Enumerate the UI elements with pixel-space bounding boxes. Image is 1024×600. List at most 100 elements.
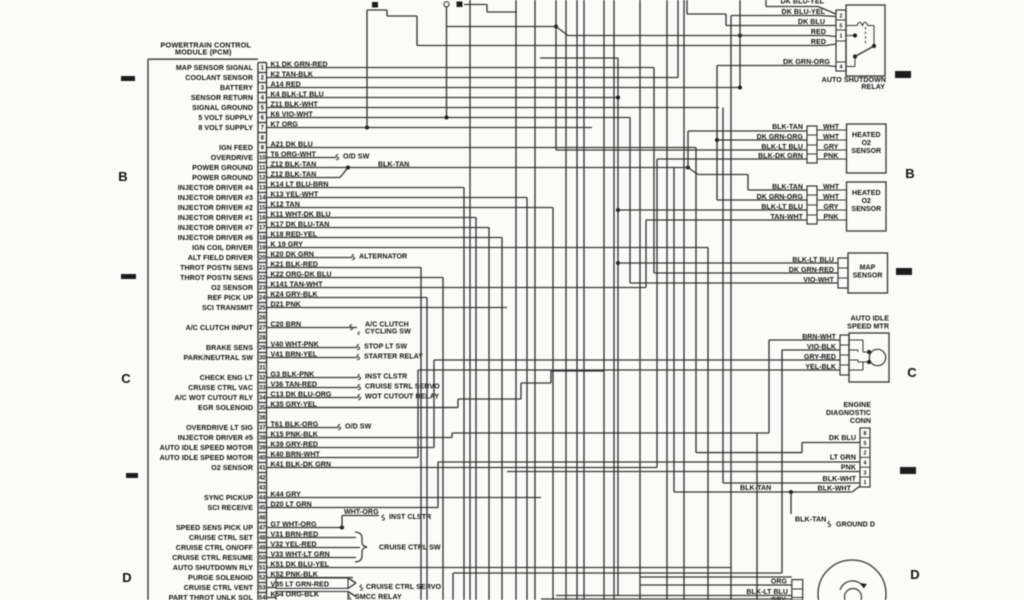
svg-text:44: 44 bbox=[259, 496, 266, 502]
svg-text:STOP LT SW: STOP LT SW bbox=[364, 343, 407, 351]
svg-text:BRN-WHT: BRN-WHT bbox=[802, 334, 836, 341]
svg-text:O2: O2 bbox=[862, 198, 871, 205]
svg-text:9: 9 bbox=[261, 146, 265, 152]
svg-text:RED: RED bbox=[811, 28, 826, 36]
svg-text:53: 53 bbox=[259, 586, 266, 592]
svg-text:DK GRN-ORG: DK GRN-ORG bbox=[783, 58, 830, 66]
svg-text:14: 14 bbox=[259, 196, 266, 202]
svg-text:39: 39 bbox=[259, 446, 266, 452]
svg-text:Z12 BLK-TAN: Z12 BLK-TAN bbox=[271, 160, 317, 168]
svg-text:4: 4 bbox=[261, 96, 265, 102]
svg-text:43: 43 bbox=[259, 486, 266, 492]
svg-text:AUTO SHUTDOWN RLY: AUTO SHUTDOWN RLY bbox=[173, 564, 253, 572]
svg-text:K24 GRY-BLK: K24 GRY-BLK bbox=[271, 290, 319, 298]
svg-text:Z12 BLK-TAN: Z12 BLK-TAN bbox=[271, 170, 317, 178]
svg-text:AUTO IDLE SPEED MOTOR: AUTO IDLE SPEED MOTOR bbox=[160, 444, 253, 452]
svg-text:O/D SW: O/D SW bbox=[345, 423, 372, 431]
svg-text:BLK-TAN: BLK-TAN bbox=[740, 484, 771, 492]
svg-text:2: 2 bbox=[261, 76, 265, 82]
svg-text:20: 20 bbox=[259, 256, 266, 262]
svg-text:DIAGNOSTIC: DIAGNOSTIC bbox=[826, 409, 871, 417]
svg-text:51: 51 bbox=[259, 566, 266, 572]
svg-text:SIGNAL GROUND: SIGNAL GROUND bbox=[192, 104, 253, 112]
svg-text:CRUISE CTRL SERVO: CRUISE CTRL SERVO bbox=[366, 583, 442, 591]
svg-text:DK GRN-ORG: DK GRN-ORG bbox=[757, 194, 804, 201]
svg-text:10: 10 bbox=[259, 156, 266, 162]
svg-text:INJECTOR DRIVER #3: INJECTOR DRIVER #3 bbox=[178, 194, 253, 202]
svg-text:BLK-WHT: BLK-WHT bbox=[823, 475, 857, 483]
svg-text:BLK-LT BLU: BLK-LT BLU bbox=[761, 204, 803, 211]
svg-text:K141 TAN-WHT: K141 TAN-WHT bbox=[271, 280, 324, 288]
svg-text:WHT: WHT bbox=[823, 184, 840, 191]
svg-text:K41 BLK-DK GRN: K41 BLK-DK GRN bbox=[271, 460, 332, 468]
svg-text:K40 BRN-WHT: K40 BRN-WHT bbox=[271, 450, 321, 458]
svg-text:SPEED SENS PICK UP: SPEED SENS PICK UP bbox=[176, 524, 253, 532]
svg-text:SENSOR RETURN: SENSOR RETURN bbox=[191, 94, 253, 102]
svg-text:A/C CLUTCH: A/C CLUTCH bbox=[365, 321, 409, 329]
svg-text:CRUISE STRL SERVO: CRUISE STRL SERVO bbox=[365, 383, 440, 391]
svg-text:AUTO IDLE: AUTO IDLE bbox=[850, 315, 889, 323]
svg-text:28: 28 bbox=[259, 336, 266, 342]
svg-text:INJECTOR DRIVER #7: INJECTOR DRIVER #7 bbox=[178, 224, 253, 232]
svg-text:K21 BLK-RED: K21 BLK-RED bbox=[271, 260, 318, 268]
svg-text:V32 YEL-RED: V32 YEL-RED bbox=[271, 540, 317, 548]
svg-text:K20 DK GRN: K20 DK GRN bbox=[271, 250, 314, 258]
svg-text:THROT POSTN SENS: THROT POSTN SENS bbox=[180, 264, 253, 272]
svg-text:OVERDRIVE: OVERDRIVE bbox=[211, 154, 253, 162]
svg-text:K13 YEL-WHT: K13 YEL-WHT bbox=[271, 190, 319, 198]
svg-text:K7 ORG: K7 ORG bbox=[271, 120, 299, 128]
svg-text:C13 DK BLU-ORG: C13 DK BLU-ORG bbox=[271, 390, 332, 398]
svg-text:33: 33 bbox=[259, 386, 266, 392]
svg-text:WHT-ORG: WHT-ORG bbox=[344, 508, 379, 516]
svg-text:PNK: PNK bbox=[824, 214, 839, 221]
svg-text:BLK-TAN: BLK-TAN bbox=[795, 516, 826, 524]
svg-text:CRUISE CTRL RESUME: CRUISE CTRL RESUME bbox=[172, 554, 253, 562]
svg-text:30: 30 bbox=[259, 356, 266, 362]
svg-text:V41 BRN-YEL: V41 BRN-YEL bbox=[271, 350, 318, 358]
svg-text:O/D SW: O/D SW bbox=[343, 153, 370, 161]
svg-text:A14 RED: A14 RED bbox=[271, 80, 301, 88]
svg-text:Z11 BLK-WHT: Z11 BLK-WHT bbox=[271, 100, 319, 108]
svg-text:VIO-WHT: VIO-WHT bbox=[803, 277, 834, 284]
svg-text:8: 8 bbox=[261, 136, 265, 142]
svg-text:CRUISE CTRL SET: CRUISE CTRL SET bbox=[189, 534, 254, 542]
svg-text:5: 5 bbox=[840, 24, 843, 30]
svg-text:K4 BLK-LT BLU: K4 BLK-LT BLU bbox=[271, 90, 324, 98]
svg-text:O2 SENSOR: O2 SENSOR bbox=[211, 464, 253, 472]
svg-text:46: 46 bbox=[259, 516, 266, 522]
svg-text:7: 7 bbox=[261, 126, 265, 132]
svg-text:PARK/NEUTRAL SW: PARK/NEUTRAL SW bbox=[184, 354, 254, 362]
svg-text:C: C bbox=[907, 365, 917, 380]
svg-text:K15 PNK-BLK: K15 PNK-BLK bbox=[271, 430, 319, 438]
svg-text:K22 ORG-DK BLU: K22 ORG-DK BLU bbox=[271, 270, 332, 278]
svg-text:A/C CLUTCH INPUT: A/C CLUTCH INPUT bbox=[186, 324, 254, 332]
svg-text:K52 PNK-BLK: K52 PNK-BLK bbox=[271, 570, 319, 578]
svg-text:LT GRN: LT GRN bbox=[830, 454, 856, 462]
svg-text:VIO-BLK: VIO-BLK bbox=[807, 344, 836, 351]
svg-text:5: 5 bbox=[864, 441, 867, 447]
svg-text:V33 WHT-LT GRN: V33 WHT-LT GRN bbox=[271, 550, 330, 558]
svg-text:D20 LT GRN: D20 LT GRN bbox=[271, 500, 312, 508]
svg-text:3: 3 bbox=[864, 470, 867, 476]
svg-text:45: 45 bbox=[259, 506, 266, 512]
svg-text:8 VOLT SUPPLY: 8 VOLT SUPPLY bbox=[198, 124, 253, 132]
svg-text:K11 WHT-DK BLU: K11 WHT-DK BLU bbox=[271, 210, 331, 218]
svg-text:COOLANT SENSOR: COOLANT SENSOR bbox=[185, 74, 253, 82]
svg-text:WHT: WHT bbox=[823, 194, 840, 201]
svg-text:TAN-WHT: TAN-WHT bbox=[771, 214, 804, 221]
svg-text:K39 GRY-RED: K39 GRY-RED bbox=[271, 440, 319, 448]
svg-text:22: 22 bbox=[259, 276, 266, 282]
svg-text:AUTO IDLE SPEED MOTOR: AUTO IDLE SPEED MOTOR bbox=[160, 454, 253, 462]
svg-text:36: 36 bbox=[259, 416, 266, 422]
svg-text:PURGE SOLENOID: PURGE SOLENOID bbox=[188, 574, 253, 582]
svg-text:O2: O2 bbox=[862, 140, 871, 147]
svg-text:THROT POSTN SENS: THROT POSTN SENS bbox=[180, 274, 253, 282]
svg-text:3: 3 bbox=[261, 86, 265, 92]
svg-text:GROUND D: GROUND D bbox=[836, 521, 875, 529]
svg-text:A21 DK BLU: A21 DK BLU bbox=[271, 140, 313, 148]
svg-text:25: 25 bbox=[259, 306, 266, 312]
svg-text:K1 DK GRN-RED: K1 DK GRN-RED bbox=[271, 60, 328, 68]
svg-text:SMCC RELAY: SMCC RELAY bbox=[355, 593, 402, 600]
svg-text:48: 48 bbox=[259, 536, 266, 542]
svg-text:T6 ORG-WHT: T6 ORG-WHT bbox=[271, 150, 317, 158]
